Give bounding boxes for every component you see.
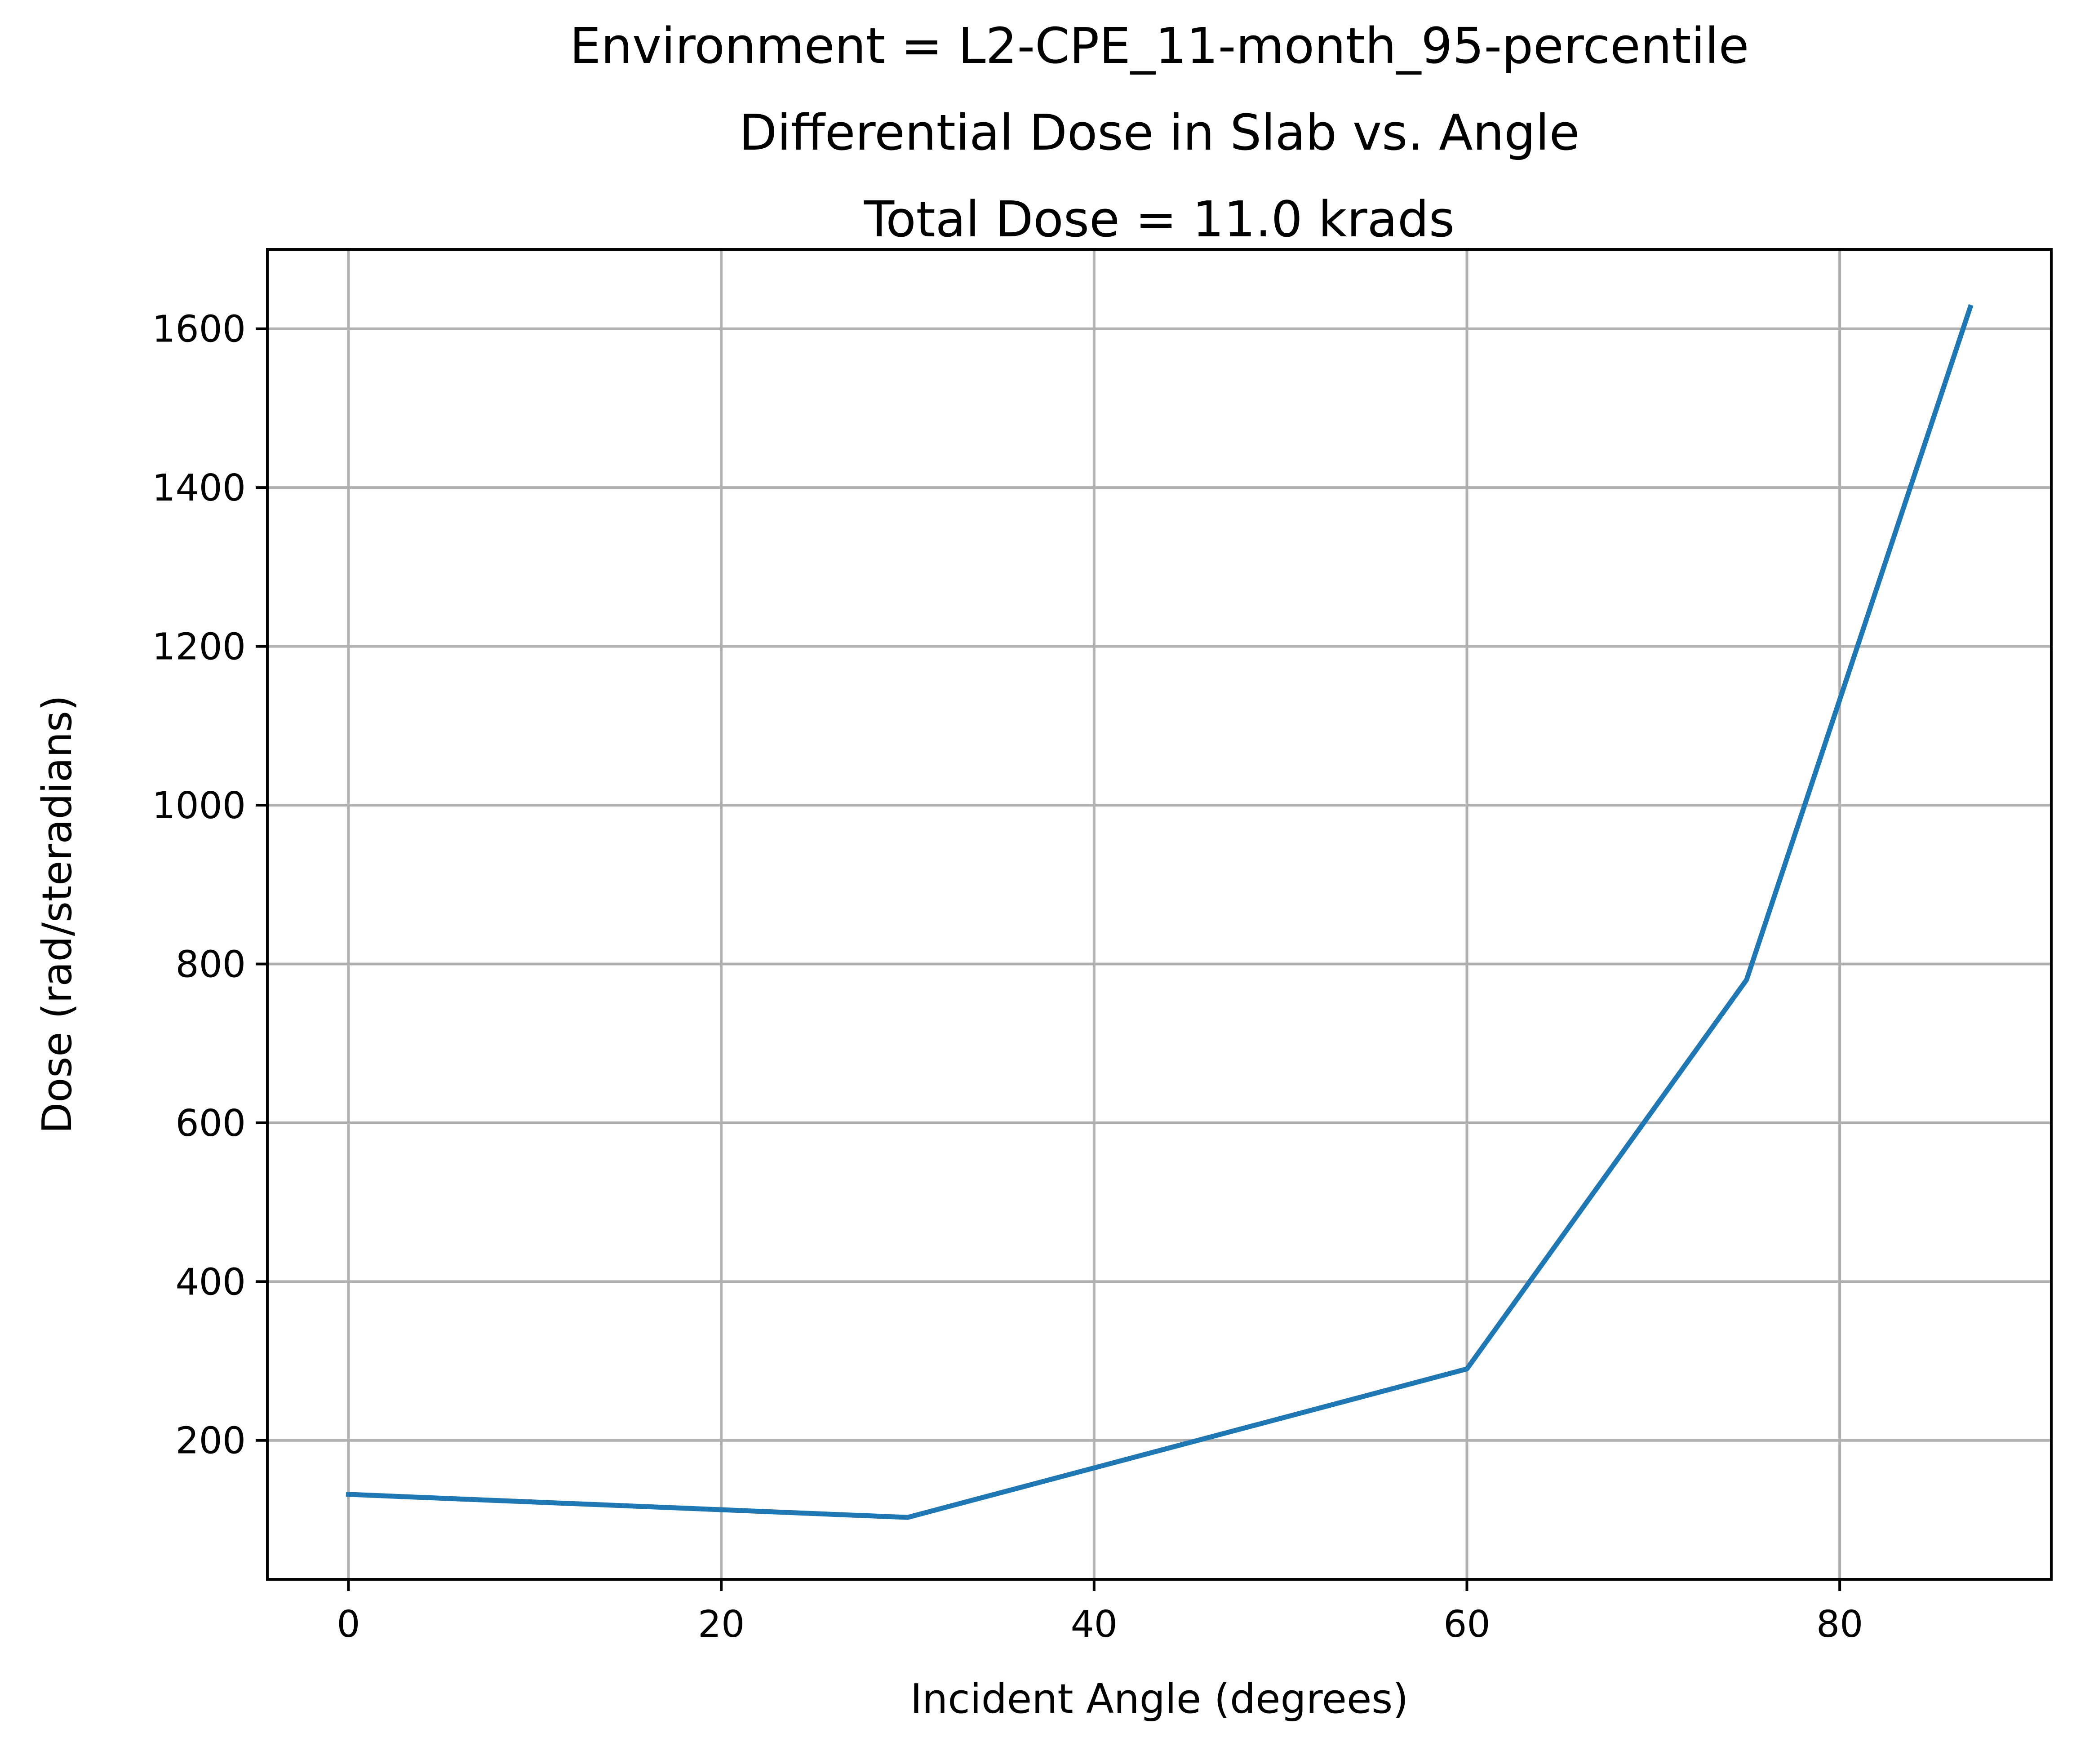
y-tick-label: 600 [175,1102,246,1145]
x-tick-label: 80 [1816,1603,1863,1646]
x-axis-label: Incident Angle (degrees) [910,1675,1409,1723]
y-tick-label: 1000 [152,784,246,827]
x-tick-label: 60 [1443,1603,1490,1646]
y-tick-label: 1400 [152,467,246,510]
chart-title-line-3: Total Dose = 11.0 krads [864,191,1455,248]
grid-lines [267,249,2051,1579]
chart-title-line-1: Environment = L2-CPE_11-month_95-percent… [570,17,1749,75]
series-line [346,304,1974,1520]
y-tick-label: 400 [175,1261,246,1303]
y-tick-label: 200 [175,1420,246,1463]
plot-frame [266,248,2053,1581]
y-tick-label: 1200 [152,626,246,669]
chart-title-line-2: Differential Dose in Slab vs. Angle [739,104,1580,161]
x-tick-label: 0 [337,1603,360,1646]
y-tick-label: 1600 [152,308,246,351]
series-layer [346,304,1974,1520]
y-axis-label: Dose (rad/steradians) [34,695,81,1134]
x-tick-label: 40 [1071,1603,1118,1646]
y-tick-label: 800 [175,943,246,986]
x-tick-label: 20 [698,1603,745,1646]
axis-ticks [256,327,1841,1591]
